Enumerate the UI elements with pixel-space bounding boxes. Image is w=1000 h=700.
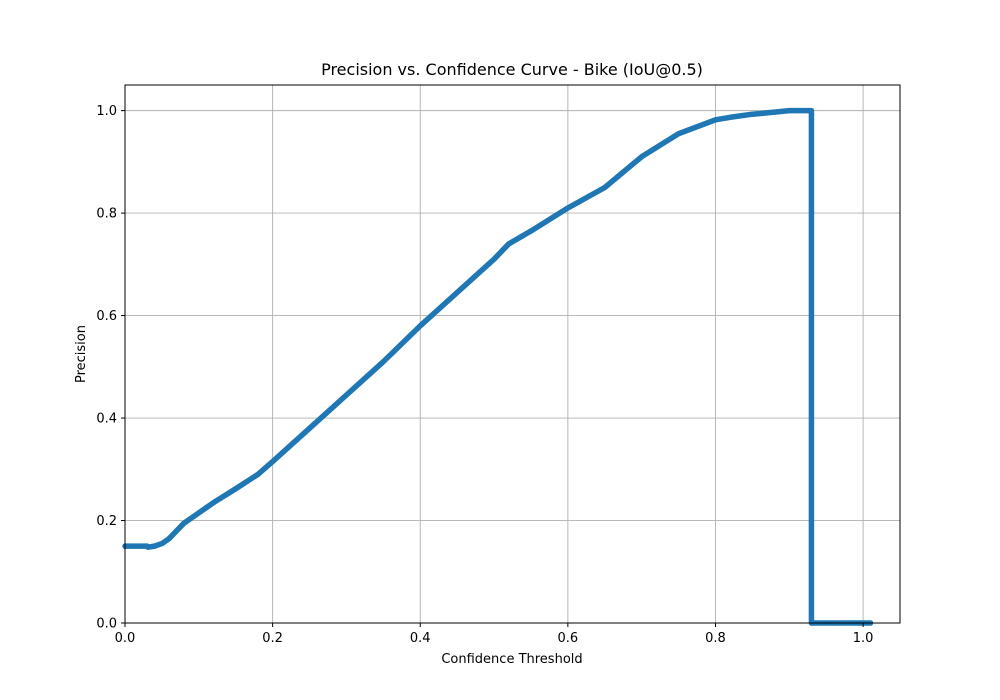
data-point xyxy=(137,543,143,549)
data-point xyxy=(145,544,151,550)
y-tick-label: 1.0 xyxy=(96,104,117,119)
data-point xyxy=(233,486,239,492)
data-point xyxy=(727,114,733,120)
data-point xyxy=(417,323,423,329)
data-point xyxy=(639,154,645,160)
y-axis-label: Precision xyxy=(74,325,89,383)
series-marker-band xyxy=(122,107,874,626)
ticks: 0.0 0.2 0.4 0.6 0.8 1.0 0.0 0.2 0.4 0.6 0.8 1.0 xyxy=(96,104,873,646)
data-point xyxy=(786,108,792,114)
data-point xyxy=(306,425,313,431)
data-point xyxy=(270,459,276,465)
y-tick-label: 0.4 xyxy=(96,412,117,427)
data-point xyxy=(491,256,497,262)
data-point xyxy=(675,131,682,137)
data-point xyxy=(159,540,165,547)
y-tick-label: 0.6 xyxy=(96,309,117,324)
chart-title: Precision vs. Confidence Curve - Bike (I… xyxy=(321,60,703,79)
data-point xyxy=(712,117,719,123)
x-tick-label: 0.6 xyxy=(558,631,579,646)
x-axis-label: Confidence Threshold xyxy=(441,652,582,667)
data-point xyxy=(129,543,135,549)
x-tick-label: 0.0 xyxy=(115,631,136,646)
y-tick-label: 0.8 xyxy=(96,207,117,222)
y-tick-label: 0.2 xyxy=(96,514,117,529)
data-point xyxy=(151,543,158,549)
data-point xyxy=(210,499,217,506)
data-point xyxy=(380,359,386,365)
x-tick-label: 0.4 xyxy=(410,631,431,646)
series-line xyxy=(124,109,872,624)
data-point xyxy=(181,520,187,526)
data-point xyxy=(528,228,534,234)
data-point xyxy=(343,392,350,398)
data-point xyxy=(565,205,571,211)
x-tick-label: 0.8 xyxy=(705,631,726,646)
x-tick-label: 1.0 xyxy=(853,631,874,646)
data-point xyxy=(771,109,778,115)
grid xyxy=(124,85,900,624)
data-point xyxy=(808,108,815,114)
axes-frame xyxy=(124,84,901,624)
data-point xyxy=(255,471,261,478)
x-tick-label: 0.2 xyxy=(262,631,283,646)
data-point xyxy=(174,528,180,534)
data-point xyxy=(454,289,460,296)
data-point xyxy=(506,241,512,247)
series-group xyxy=(122,107,874,626)
data-point xyxy=(196,510,202,516)
data-point xyxy=(749,111,755,117)
y-tick-label: 0.0 xyxy=(96,617,117,632)
data-point xyxy=(166,535,172,542)
data-point xyxy=(602,184,608,191)
